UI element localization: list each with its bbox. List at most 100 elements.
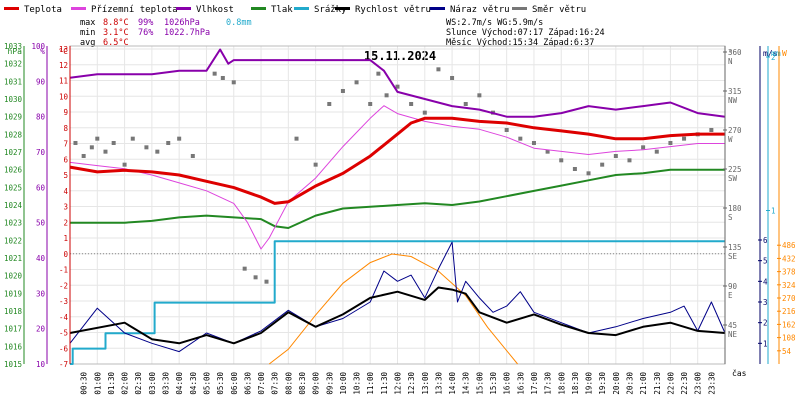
- time-tick: 18:30: [571, 372, 580, 395]
- time-tick: 03:30: [162, 372, 171, 395]
- direction-point: [313, 162, 318, 167]
- legend-swatch: [4, 7, 19, 10]
- direction-point: [212, 71, 217, 76]
- axis-direction-tick: 315: [728, 87, 742, 96]
- axis-humidity-tick: 20: [36, 325, 46, 334]
- stat-info: Měsíc Východ:15:34 Západ:6:37: [446, 38, 594, 48]
- axis-pressure-tick: 1025: [4, 183, 22, 192]
- axis-humidity-tick: 40: [36, 254, 46, 263]
- time-tick: 14:00: [448, 372, 457, 395]
- time-tick: 10:30: [353, 372, 362, 395]
- time-tick: 09:30: [325, 372, 334, 395]
- direction-point: [682, 136, 687, 141]
- stat-pressure: 1022.7hPa: [164, 28, 210, 38]
- axis-wind-tick: 3: [763, 298, 768, 307]
- stat-info: Slunce Východ:07:17 Západ:16:24: [446, 28, 605, 38]
- direction-point: [368, 101, 373, 106]
- stat-humidity: 99%: [138, 18, 153, 28]
- direction-point: [709, 127, 714, 132]
- axis-direction-tick: 180: [728, 204, 742, 213]
- axis-wind-tick: 1: [763, 339, 768, 348]
- axes: 1015101610171018101910201021102210231024…: [4, 42, 796, 395]
- axis-solar-tick: 108: [782, 334, 796, 343]
- time-tick: 22:30: [680, 372, 689, 395]
- time-tick: 12:00: [394, 372, 403, 395]
- axis-temperature-tick: -6: [59, 344, 69, 353]
- series-ground-temp: [69, 105, 725, 250]
- legend-swatch: [251, 7, 266, 10]
- direction-point: [395, 84, 400, 89]
- direction-point: [144, 145, 149, 150]
- stat-label: avg: [80, 38, 95, 48]
- axis-temperature-tick: 3: [63, 203, 68, 212]
- direction-point: [111, 140, 116, 145]
- direction-point: [463, 101, 468, 106]
- axis-pressure-tick: 1018: [4, 307, 23, 316]
- time-tick: 16:00: [503, 372, 512, 395]
- stat-pressure: 1026hPa: [164, 18, 200, 28]
- axis-direction-tick-label: S: [728, 213, 733, 222]
- time-tick: 13:00: [421, 372, 430, 395]
- axis-temperature-tick: 12: [59, 61, 68, 70]
- time-tick: 06:00: [230, 372, 239, 395]
- series-pressure: [70, 168, 725, 229]
- axis-direction-tick-label: N: [728, 57, 733, 66]
- axis-temperature-tick: 9: [63, 108, 68, 117]
- direction-point: [545, 149, 550, 154]
- axis-pressure-tick: 1028: [4, 130, 23, 139]
- legend: Teplota Přízemní teplota Vlhkost Tlak Srážky…: [4, 5, 586, 15]
- legend-swatch: [176, 7, 191, 10]
- series-solar: [268, 253, 518, 365]
- axis-solar-tick: 432: [782, 254, 796, 263]
- legend-label: Rychlost větru: [355, 5, 431, 15]
- time-tick: 12:30: [407, 372, 416, 395]
- time-tick: 07:30: [271, 372, 280, 395]
- time-tick: 21:30: [653, 372, 662, 395]
- axis-humidity-tick: 50: [36, 219, 46, 228]
- series-rain: [70, 240, 725, 365]
- time-tick: 01:30: [107, 372, 116, 395]
- direction-point: [81, 153, 86, 158]
- stat-label: max: [80, 18, 95, 28]
- axis-pressure-tick: 1019: [4, 289, 22, 298]
- series-temperature: [69, 116, 725, 205]
- axis-pressure-tick: 1017: [4, 325, 22, 334]
- axis-solar-tick: 324: [782, 281, 796, 290]
- axis-pressure-tick: 1016: [4, 342, 23, 351]
- axis-direction-tick-label: SE: [728, 252, 738, 261]
- axis-wind-tick: 5: [763, 257, 768, 266]
- direction-point: [242, 266, 247, 271]
- series-humidity: [69, 48, 726, 118]
- axis-pressure-tick: 1026: [4, 166, 23, 175]
- time-tick: 19:00: [585, 372, 594, 395]
- time-tick: 08:30: [298, 372, 307, 395]
- axis-humidity-unit: %: [40, 47, 45, 56]
- axis-solar-tick: 162: [782, 320, 796, 329]
- time-tick: 01:00: [93, 372, 102, 395]
- axis-solar-tick: 486: [782, 241, 796, 250]
- time-tick: 02:30: [134, 372, 143, 395]
- direction-point: [668, 140, 673, 145]
- legend-label: Srážky: [314, 5, 347, 15]
- stat-temp: 8.8°C: [103, 18, 129, 28]
- direction-point: [572, 166, 577, 171]
- axis-wind-tick: 2: [763, 319, 768, 328]
- plot-area: [69, 48, 726, 365]
- axis-temperature-tick: -5: [59, 329, 68, 338]
- axis-wind-tick: 6: [763, 236, 768, 245]
- stats-block: max 8.8°C 99% 1026hPa 0.8mm min 3.1°C 76% 1022.7…: [80, 18, 605, 48]
- time-tick: 02:00: [121, 372, 130, 395]
- axis-temperature-tick: -3: [59, 297, 68, 306]
- direction-point: [166, 140, 171, 145]
- stat-temp: 6.5°C: [103, 38, 129, 48]
- axis-direction-tick: 135: [728, 243, 742, 252]
- direction-point: [627, 158, 632, 163]
- direction-point: [409, 101, 414, 106]
- time-tick: 19:30: [598, 372, 607, 395]
- stat-humidity: 76%: [138, 28, 153, 38]
- axis-temperature-unit: °C: [58, 47, 68, 56]
- axis-solar-tick: 216: [782, 307, 796, 316]
- direction-point: [384, 93, 389, 98]
- axis-temperature-tick: 10: [59, 92, 69, 101]
- axis-temperature-tick: 13: [59, 45, 68, 54]
